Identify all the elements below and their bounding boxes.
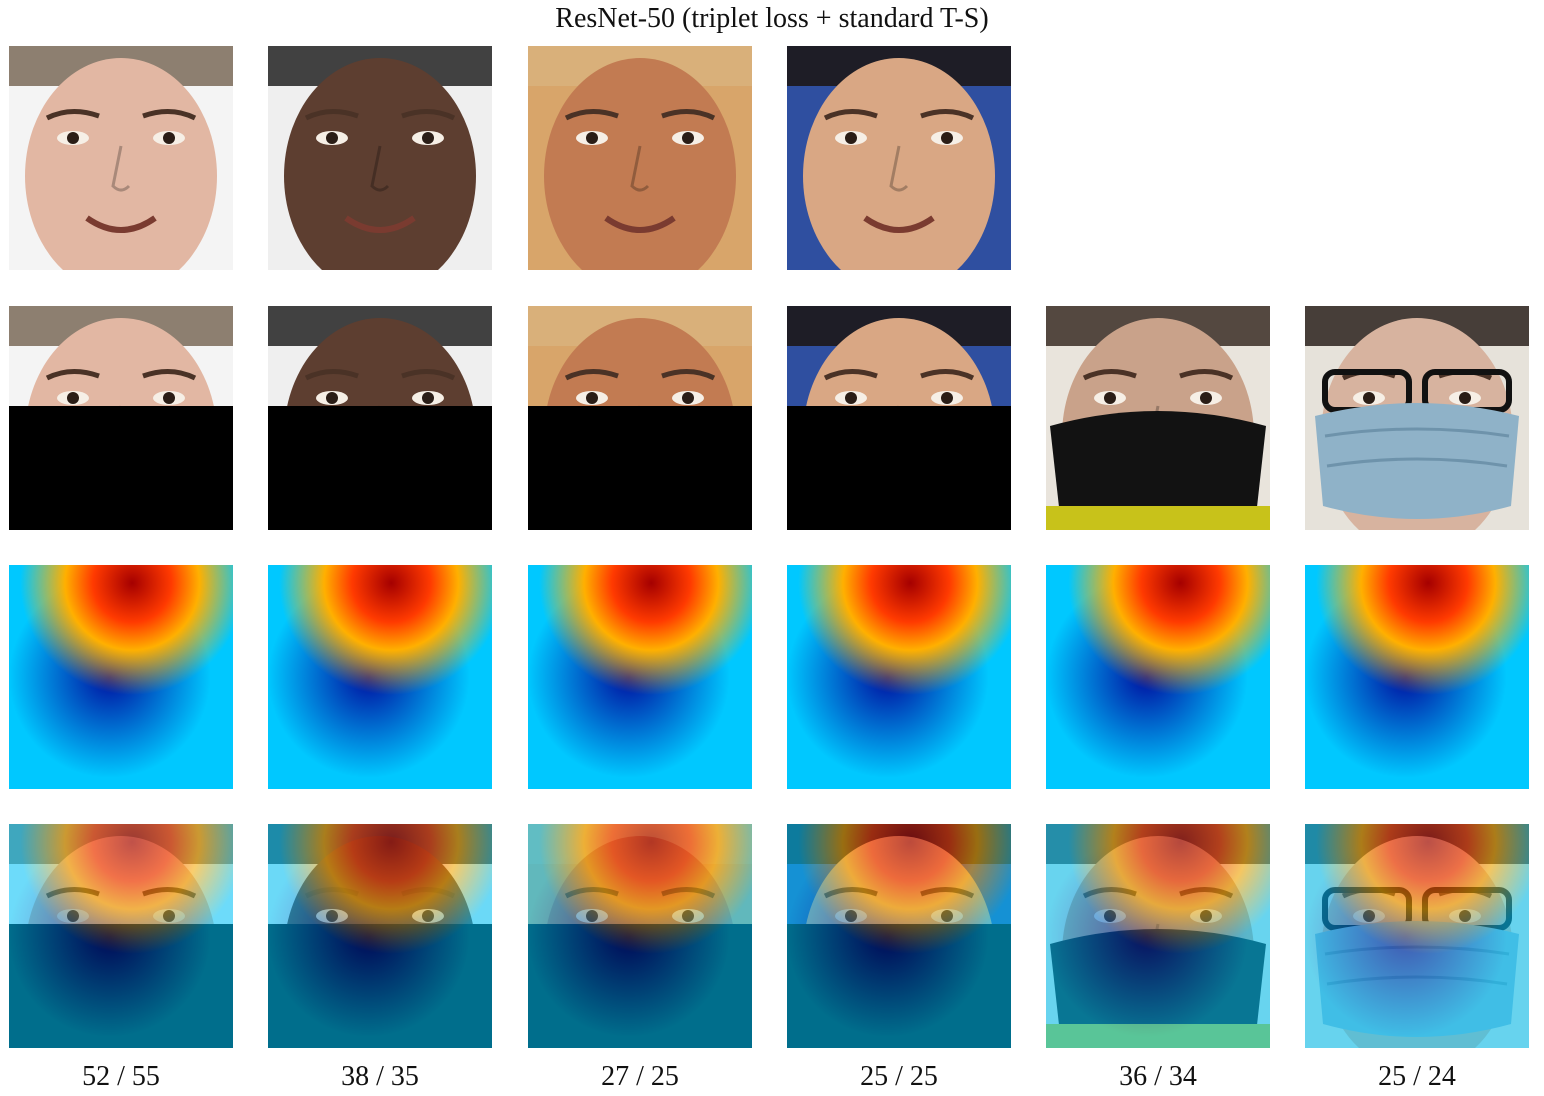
heatmap-overlay <box>787 824 1011 1048</box>
original-face-image <box>268 46 492 270</box>
occluded-face-image <box>1305 306 1529 530</box>
heatmap-overlay <box>528 824 752 1048</box>
heatmap-overlay <box>268 824 492 1048</box>
occluded-face-image <box>1046 306 1270 530</box>
occluded-face-image <box>528 306 752 530</box>
figure-title: ResNet-50 (triplet loss + standard T-S) <box>555 3 989 34</box>
attention-heatmap <box>1305 565 1529 789</box>
original-face-image <box>528 46 752 270</box>
heatmap-overlay <box>9 824 233 1048</box>
occluded-face-image <box>268 306 492 530</box>
heatmap-overlay <box>1046 824 1270 1048</box>
attention-heatmap <box>528 565 752 789</box>
score-label: 38 / 35 <box>341 1061 419 1092</box>
score-label: 25 / 24 <box>1378 1061 1456 1092</box>
attention-heatmap <box>787 565 1011 789</box>
attention-heatmap <box>268 565 492 789</box>
score-label: 27 / 25 <box>601 1061 679 1092</box>
occluded-face-image <box>787 306 1011 530</box>
heatmap-overlay <box>1305 824 1529 1048</box>
attention-heatmap <box>9 565 233 789</box>
original-face-image <box>9 46 233 270</box>
score-label: 52 / 55 <box>82 1061 160 1092</box>
original-face-image <box>787 46 1011 270</box>
score-label: 36 / 34 <box>1119 1061 1197 1092</box>
attention-heatmap <box>1046 565 1270 789</box>
occluded-face-image <box>9 306 233 530</box>
score-label: 25 / 25 <box>860 1061 938 1092</box>
